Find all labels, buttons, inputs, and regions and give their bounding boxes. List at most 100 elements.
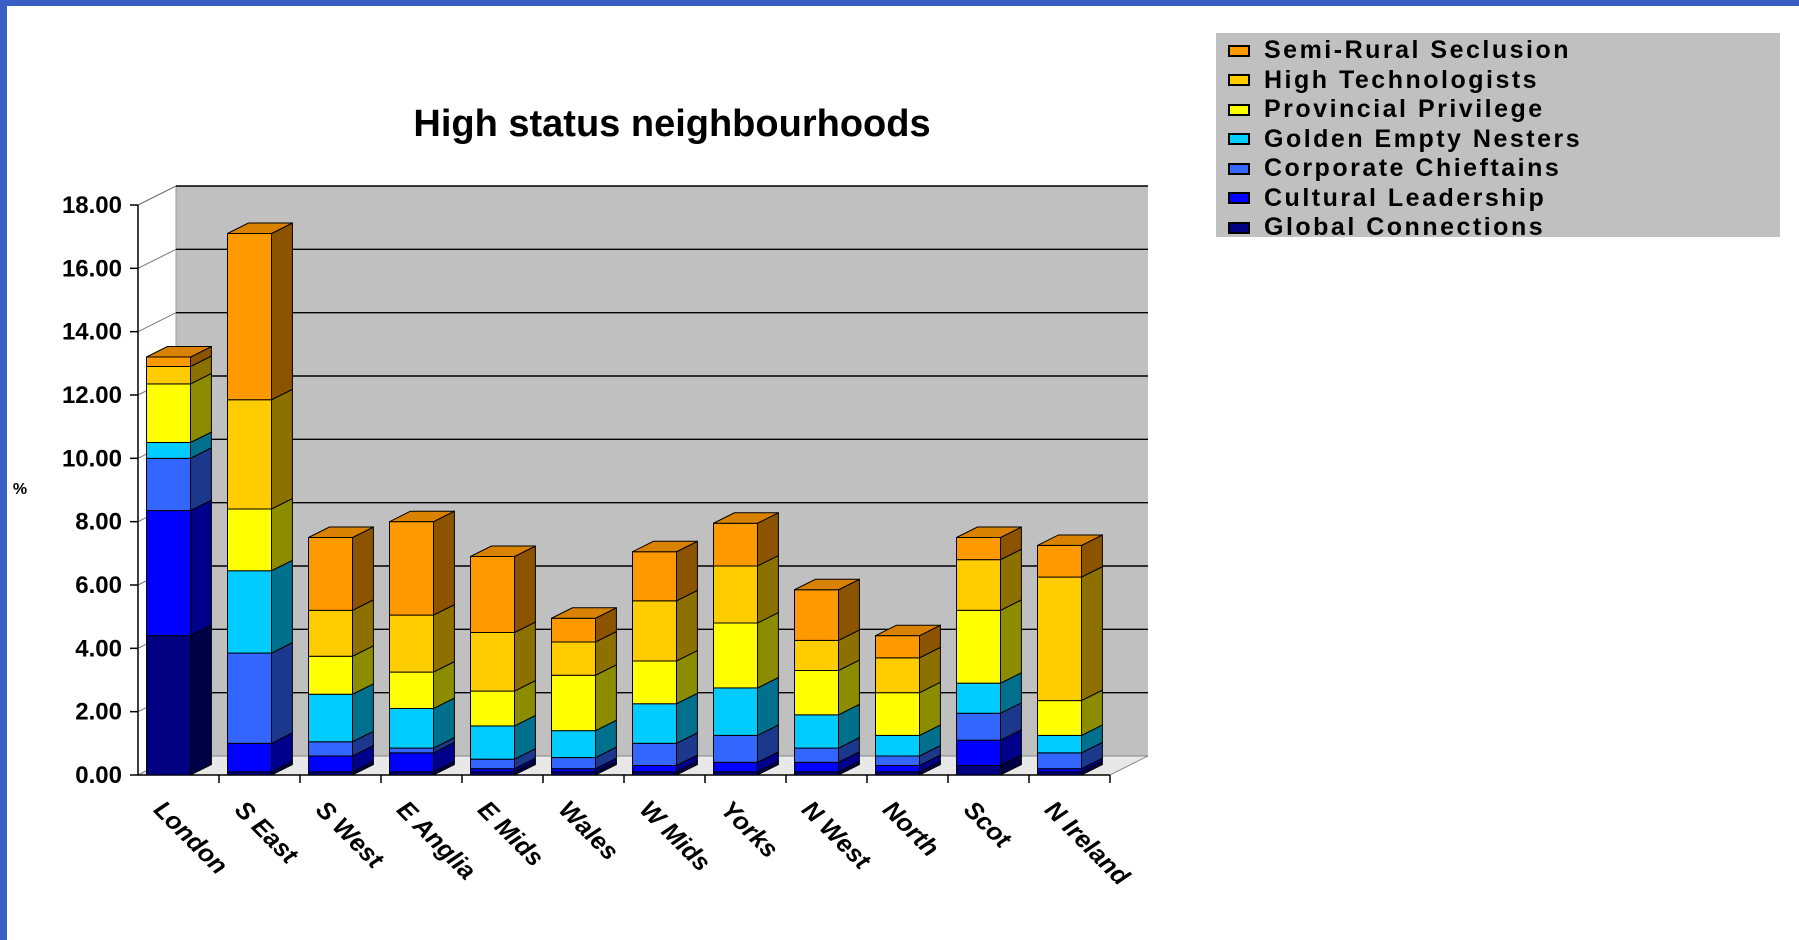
bar-segment <box>146 457 191 512</box>
bar-segment <box>551 617 596 643</box>
bar-segment <box>308 755 353 773</box>
bar-segment <box>470 690 515 727</box>
bar-segment <box>632 551 677 602</box>
bar-segment <box>632 765 677 773</box>
bar-segment <box>794 761 839 773</box>
x-tick-label: N West <box>796 795 877 876</box>
x-tick-label: Wales <box>553 795 624 866</box>
bar-top <box>470 545 536 557</box>
legend-swatch <box>1228 44 1250 57</box>
bar-segment <box>146 383 191 443</box>
gridline-side <box>137 312 177 333</box>
bar-segment <box>1037 734 1082 754</box>
bar-segment <box>308 741 353 757</box>
bar-segment <box>956 682 1001 714</box>
bar-top <box>146 346 212 358</box>
bar-segment <box>146 510 191 637</box>
x-tick-label: W Mids <box>634 795 716 877</box>
y-tick-label: 18.00 <box>62 192 122 219</box>
bar-segment <box>713 734 758 763</box>
bar-top <box>875 624 941 637</box>
legend-label: High Technologists <box>1264 65 1540 94</box>
y-tick-label: 4.00 <box>75 635 122 662</box>
y-tick-label: 8.00 <box>75 509 122 536</box>
y-tick-label: 12.00 <box>62 382 122 409</box>
bar-segment <box>227 508 272 572</box>
legend-swatch <box>1228 192 1250 205</box>
bar-segment <box>794 639 839 672</box>
bar-segment <box>956 559 1001 611</box>
bar-segment <box>551 641 596 676</box>
bar-segment <box>227 570 272 654</box>
legend-label: Semi-Rural Seclusion <box>1264 36 1572 65</box>
bar-segment <box>551 757 596 770</box>
bar-segment <box>551 674 596 732</box>
bar-segment <box>632 703 677 744</box>
legend-swatch <box>1228 162 1250 175</box>
bar-segment <box>632 660 677 705</box>
bar-segment-side <box>190 624 212 776</box>
bar-segment <box>389 708 434 749</box>
bar-segment-side <box>271 559 293 654</box>
y-tick-label: 10.00 <box>62 445 122 472</box>
bar-segment <box>470 758 515 770</box>
bar-segment <box>470 725 515 760</box>
y-tick-label: 16.00 <box>62 255 122 282</box>
bar-segment-side <box>271 641 293 745</box>
legend-label: Provincial Privilege <box>1264 95 1545 124</box>
bar-segment-side <box>1000 599 1022 684</box>
x-tick-label: N Ireland <box>1039 795 1135 891</box>
bar-segment <box>713 687 758 736</box>
chart-legend: Semi-Rural Seclusion High Technologists … <box>1216 33 1780 241</box>
bar-segment <box>308 537 353 611</box>
bar-segment <box>308 609 353 657</box>
bar-segment <box>308 655 353 695</box>
bar-segment <box>875 765 920 773</box>
bar-segment <box>956 765 1001 776</box>
x-tick-label: E Mids <box>472 795 549 872</box>
bar-segment <box>875 635 920 659</box>
bar-top <box>551 607 617 619</box>
bar-segment-side <box>271 222 293 401</box>
y-tick-label: 14.00 <box>62 319 122 346</box>
legend-item: Global Connections <box>1228 213 1780 243</box>
bar-segment <box>389 747 434 754</box>
y-tick-label: 6.00 <box>75 572 122 599</box>
bar-segment <box>794 714 839 749</box>
bar-segment <box>713 522 758 567</box>
bar-segment <box>794 589 839 641</box>
bar-top <box>713 512 779 524</box>
bar-segment <box>956 739 1001 767</box>
y-tick-label: 2.00 <box>75 699 122 726</box>
y-axis-label: % <box>13 481 27 498</box>
legend-item: High Technologists <box>1228 66 1780 96</box>
gridline-side <box>137 248 177 269</box>
bar-segment <box>146 442 191 459</box>
bar-segment <box>713 622 758 689</box>
bar-segment-side <box>271 497 293 572</box>
legend-label: Golden Empty Nesters <box>1264 124 1583 153</box>
bar-segment <box>956 609 1001 684</box>
bar-segment <box>875 657 920 694</box>
window-frame-top <box>0 0 1799 6</box>
bar-segment <box>551 730 596 759</box>
bar-segment-side <box>190 499 212 637</box>
bar-segment <box>713 761 758 773</box>
legend-item: Provincial Privilege <box>1228 95 1780 125</box>
bar-segment <box>875 734 920 757</box>
bar-segment <box>1037 700 1082 736</box>
legend-swatch <box>1228 74 1250 87</box>
bar-segment-side <box>595 663 617 732</box>
bar-segment <box>389 671 434 709</box>
bar-segment <box>1037 544 1082 578</box>
legend-item: Cultural Leadership <box>1228 184 1780 214</box>
x-tick-label: S East <box>229 795 304 870</box>
window-frame-left <box>0 0 7 940</box>
bar-segment-side <box>433 603 455 673</box>
bar-segment <box>227 652 272 744</box>
bar-segment-side <box>1081 565 1103 702</box>
x-tick-label: North <box>877 795 944 862</box>
bar-top <box>389 510 455 523</box>
bar-segment-side <box>757 554 779 624</box>
